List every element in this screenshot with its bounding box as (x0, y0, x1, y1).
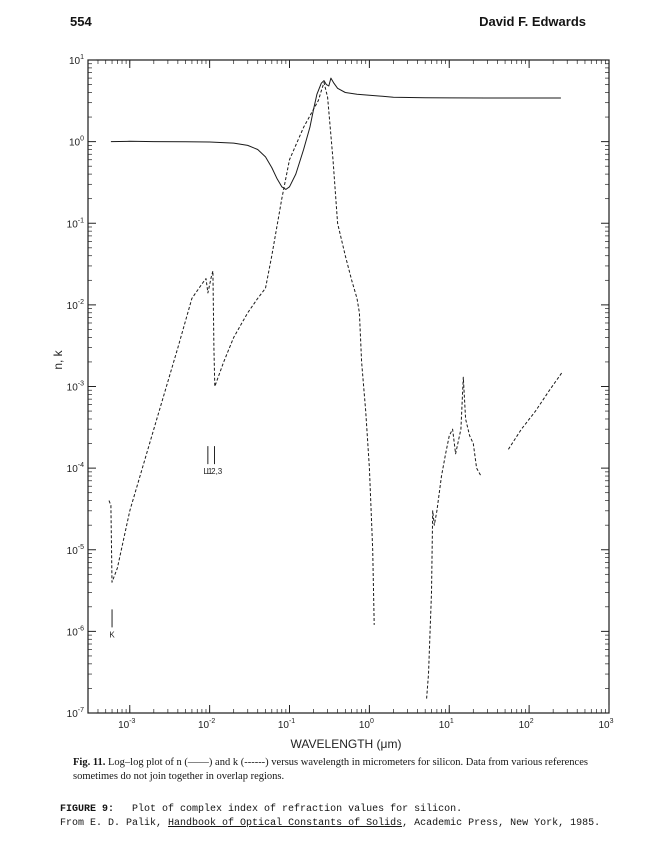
figure-caption-text: Log–log plot of n (——) and k (------) ve… (73, 757, 588, 782)
y-tick-label: 10-5 (67, 544, 84, 557)
source-note-text-1: Plot of complex index of refraction valu… (132, 804, 463, 815)
series-group (108, 77, 563, 699)
y-tick-label: 10-1 (67, 217, 84, 230)
y-axis-title: n, k (51, 349, 65, 369)
y-tick-label: 10-4 (67, 462, 84, 475)
x-tick-label: 101 (439, 718, 454, 731)
x-tick-label: 10-2 (198, 718, 215, 731)
source-note-label: FIGURE 9: (60, 804, 115, 815)
x-tick-label: 10-3 (118, 718, 135, 731)
y-tick-label: 10-6 (67, 625, 84, 638)
major-ticks (88, 59, 610, 714)
edge-marker-label: L1 (203, 467, 212, 476)
edge-marker-label: K (109, 630, 115, 639)
y-tick-label: 10-3 (67, 381, 84, 394)
source-note-text-2: From E. D. Palik, (60, 818, 163, 829)
x-tick-labels: 10-3 10-2 10-1 100 101 102 103 (118, 718, 614, 731)
x-tick-label: 10-1 (278, 718, 295, 731)
x-axis-title: WAVELENGTH (μm) (291, 737, 402, 751)
y-tick-label: 10-7 (67, 707, 84, 720)
k-series-line-seg-1 (426, 376, 482, 699)
source-note: FIGURE 9: Plot of complex index of refra… (60, 803, 620, 831)
n-series-line-seg-0 (110, 77, 561, 190)
y-tick-labels: 10-7 10-6 10-5 10-4 10-3 10-2 10-1 100 101 (67, 54, 84, 720)
figure-caption-label: Fig. 11. (73, 757, 106, 768)
k-series-line-seg-2 (507, 371, 563, 450)
running-header-author: David F. Edwards (479, 14, 586, 29)
x-tick-label: 102 (519, 718, 534, 731)
y-tick-label: 100 (69, 136, 84, 149)
k-series-line-seg-0 (108, 82, 375, 625)
source-book-title: Handbook of Optical Constants of Solids (168, 818, 403, 829)
x-tick-label: 103 (598, 718, 613, 731)
x-tick-label: 100 (359, 718, 374, 731)
figure-caption: Fig. 11. Log–log plot of n (——) and k (-… (73, 756, 613, 784)
y-tick-label: 10-2 (67, 299, 84, 312)
y-tick-label: 101 (69, 54, 84, 67)
edge-marker-label: L2,3 (207, 467, 223, 476)
page-number: 554 (70, 14, 92, 29)
source-note-text-3: , Academic Press, New York, 1985. (402, 818, 601, 829)
